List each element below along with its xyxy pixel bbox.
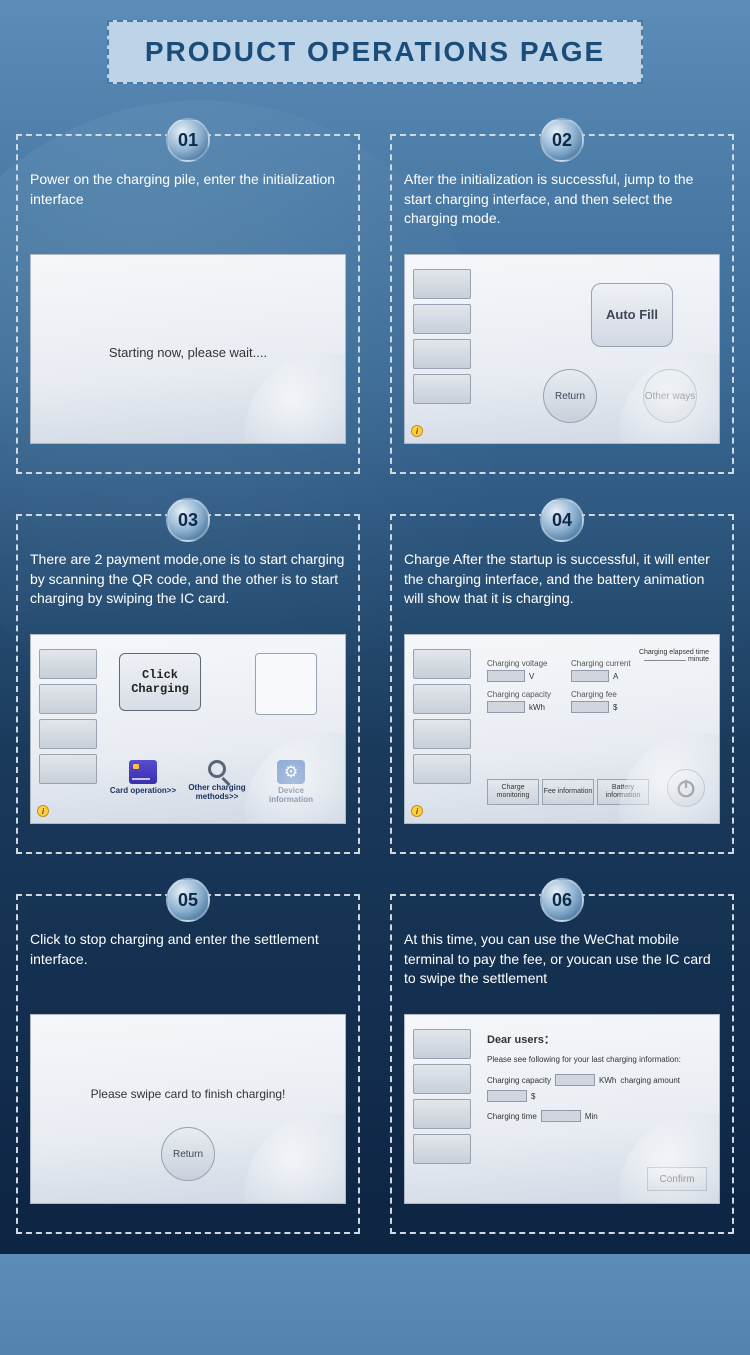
- time-row: Charging time Min: [487, 1110, 705, 1122]
- other-methods-button[interactable]: Other charging methods>>: [183, 760, 251, 805]
- step-desc: Power on the charging pile, enter the in…: [30, 170, 346, 242]
- step-badge: 01: [166, 118, 210, 162]
- step-badge: 05: [166, 878, 210, 922]
- step-02: 02 After the initialization is successfu…: [390, 134, 734, 474]
- step-04: 04 Charge After the startup is successfu…: [390, 514, 734, 854]
- screen-mode-select: Auto Fill Return Other ways i: [404, 254, 720, 444]
- tab-fee-info[interactable]: Fee information: [542, 779, 594, 805]
- screen-payment: Click Charging Card operation>> Other ch…: [30, 634, 346, 824]
- card-operation-button[interactable]: Card operation>>: [109, 760, 177, 805]
- option-slot[interactable]: [413, 1064, 471, 1094]
- option-slot[interactable]: [413, 304, 471, 334]
- fee-value: [571, 701, 609, 713]
- confirm-button[interactable]: Confirm: [647, 1167, 707, 1191]
- elapsed-time: Charging elapsed time minute: [639, 649, 709, 663]
- option-slot[interactable]: [413, 754, 471, 784]
- return-button[interactable]: Return: [543, 369, 597, 423]
- screen-settlement: Dear users： Please see following for you…: [404, 1014, 720, 1204]
- step-desc: Click to stop charging and enter the set…: [30, 930, 346, 1002]
- step-05: 05 Click to stop charging and enter the …: [16, 894, 360, 1234]
- option-slot[interactable]: [39, 719, 97, 749]
- info-icon[interactable]: i: [411, 805, 423, 817]
- option-slot[interactable]: [413, 1029, 471, 1059]
- step-badge: 06: [540, 878, 584, 922]
- step-03: 03 There are 2 payment mode,one is to st…: [16, 514, 360, 854]
- step-badge: 03: [166, 498, 210, 542]
- other-ways-button[interactable]: Other ways: [643, 369, 697, 423]
- voltage-value: [487, 670, 525, 682]
- click-charging-button[interactable]: Click Charging: [119, 653, 201, 711]
- device-info-button[interactable]: Device information: [257, 760, 325, 805]
- power-button[interactable]: [667, 769, 705, 807]
- option-slot[interactable]: [39, 649, 97, 679]
- step-06: 06 At this time, you can use the WeChat …: [390, 894, 734, 1234]
- option-slot[interactable]: [413, 269, 471, 299]
- side-options: [413, 649, 471, 784]
- subtitle: Please see following for your last charg…: [487, 1055, 705, 1064]
- info-tabs: Charge monitoring Fee information Batter…: [487, 779, 649, 805]
- fee-field: Charging fee $: [571, 690, 641, 713]
- screen-stop: Please swipe card to finish charging! Re…: [30, 1014, 346, 1204]
- power-icon: [675, 777, 697, 799]
- voltage-field: Charging voltage V: [487, 659, 557, 682]
- return-button[interactable]: Return: [161, 1127, 215, 1181]
- capacity-field: Charging capacity kWh: [487, 690, 557, 713]
- step-badge: 04: [540, 498, 584, 542]
- page-title: PRODUCT OPERATIONS PAGE: [119, 36, 631, 68]
- step-01: 01 Power on the charging pile, enter the…: [16, 134, 360, 474]
- step-desc: After the initialization is successful, …: [404, 170, 720, 242]
- option-slot[interactable]: [39, 754, 97, 784]
- option-slot[interactable]: [413, 649, 471, 679]
- option-slot[interactable]: [413, 1099, 471, 1129]
- title-banner: PRODUCT OPERATIONS PAGE: [107, 20, 643, 84]
- option-slot[interactable]: [413, 719, 471, 749]
- option-slot[interactable]: [413, 684, 471, 714]
- step-badge: 02: [540, 118, 584, 162]
- info-icon[interactable]: i: [37, 805, 49, 817]
- gear-icon: [277, 760, 305, 784]
- greeting: Dear users：: [487, 1031, 705, 1047]
- side-options: [413, 269, 471, 404]
- screen-init: Starting now, please wait....: [30, 254, 346, 444]
- screen-charging: Charging elapsed time minute Charging vo…: [404, 634, 720, 824]
- tab-charge-monitoring[interactable]: Charge monitoring: [487, 779, 539, 805]
- option-slot[interactable]: [39, 684, 97, 714]
- metrics-grid: Charging voltage V Charging current A Ch…: [487, 659, 641, 713]
- option-slot[interactable]: [413, 1134, 471, 1164]
- step-desc: There are 2 payment mode,one is to start…: [30, 550, 346, 622]
- time-value: [541, 1110, 581, 1122]
- steps-grid: 01 Power on the charging pile, enter the…: [16, 134, 734, 1234]
- amount-value: [487, 1090, 527, 1102]
- bottom-actions: Card operation>> Other charging methods>…: [109, 760, 325, 805]
- qr-code-area[interactable]: [255, 653, 317, 715]
- init-message: Starting now, please wait....: [31, 255, 345, 360]
- magnifier-icon: [208, 760, 226, 778]
- capacity-row: Charging capacity KWh charging amount $: [487, 1074, 705, 1102]
- settlement-body: Dear users： Please see following for you…: [487, 1031, 705, 1130]
- capacity-value: [555, 1074, 595, 1086]
- side-options: [413, 1029, 471, 1164]
- info-icon[interactable]: i: [411, 425, 423, 437]
- card-icon: [129, 760, 157, 784]
- current-value: [571, 670, 609, 682]
- option-slot[interactable]: [413, 374, 471, 404]
- step-desc: Charge After the startup is successful, …: [404, 550, 720, 622]
- side-options: [39, 649, 97, 784]
- tab-battery-info[interactable]: Battery information: [597, 779, 649, 805]
- auto-fill-button[interactable]: Auto Fill: [591, 283, 673, 347]
- capacity-value: [487, 701, 525, 713]
- page-container: PRODUCT OPERATIONS PAGE 01 Power on the …: [0, 0, 750, 1254]
- option-slot[interactable]: [413, 339, 471, 369]
- step-desc: At this time, you can use the WeChat mob…: [404, 930, 720, 1002]
- current-field: Charging current A: [571, 659, 641, 682]
- stop-message: Please swipe card to finish charging!: [31, 1015, 345, 1101]
